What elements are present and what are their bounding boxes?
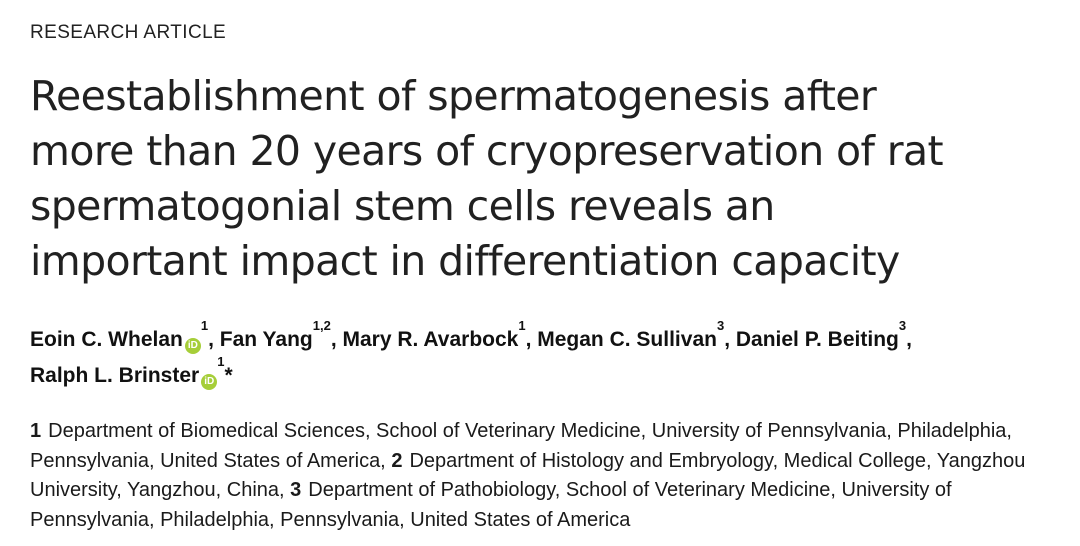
author-name: Ralph L. Brinster bbox=[30, 364, 200, 387]
author-separator: , bbox=[208, 328, 220, 351]
author-list: Eoin C. Whelan iD1, Fan Yang1,2, Mary R. … bbox=[30, 319, 1050, 394]
title-line-3: spermatogonial stem cells reveals an bbox=[30, 182, 775, 230]
affiliation-text: Department of Pathobiology, School of Ve… bbox=[30, 479, 952, 531]
title-line-1: Reestablishment of spermatogenesis after bbox=[30, 72, 877, 120]
affiliation-text: Department of Biomedical Sciences, Schoo… bbox=[30, 420, 1012, 472]
orcid-icon[interactable]: iD bbox=[184, 338, 201, 354]
title-line-2: more than 20 years of cryopreservation o… bbox=[30, 127, 944, 175]
author-name: Fan Yang bbox=[219, 328, 313, 351]
author-name: Megan C. Sullivan bbox=[537, 328, 717, 351]
author-superscript: 3 bbox=[898, 318, 907, 333]
article-title: Reestablishment of spermatogenesis after… bbox=[30, 69, 1050, 289]
article-header: RESEARCH ARTICLE Reestablishment of sper… bbox=[30, 22, 1050, 535]
author-separator: , bbox=[525, 328, 538, 351]
author-name: Daniel P. Beiting bbox=[735, 328, 899, 351]
orcid-icon-label: iD bbox=[187, 340, 198, 351]
research-article-label: RESEARCH ARTICLE bbox=[30, 22, 227, 43]
author-separator: , bbox=[724, 328, 736, 351]
author-superscript: 1 bbox=[518, 318, 526, 333]
author-superscript: 3 bbox=[716, 318, 725, 333]
orcid-icon-label: iD bbox=[204, 376, 215, 387]
affiliation-text: Department of Histology and Embryology, … bbox=[30, 449, 1026, 502]
author-name: Mary R. Avarbock bbox=[342, 328, 519, 351]
author-superscript: 1,2 bbox=[312, 318, 331, 333]
author-separator: , bbox=[330, 328, 343, 351]
orcid-icon[interactable]: iD bbox=[201, 374, 218, 390]
corresponding-author-asterisk: * bbox=[224, 364, 233, 387]
affiliation-number: 1 bbox=[30, 420, 42, 442]
author-superscript: 1 bbox=[200, 318, 209, 333]
author-name: Eoin C. Whelan bbox=[30, 328, 183, 351]
author-superscript: 1 bbox=[217, 354, 225, 369]
title-line-4: important impact in differentiation capa… bbox=[30, 237, 900, 285]
author-separator: , bbox=[906, 328, 912, 351]
affiliation-list: 1 Department of Biomedical Sciences, Scho… bbox=[30, 417, 1038, 535]
affiliation-number: 2 bbox=[391, 449, 403, 472]
affiliation-number: 3 bbox=[290, 479, 302, 501]
